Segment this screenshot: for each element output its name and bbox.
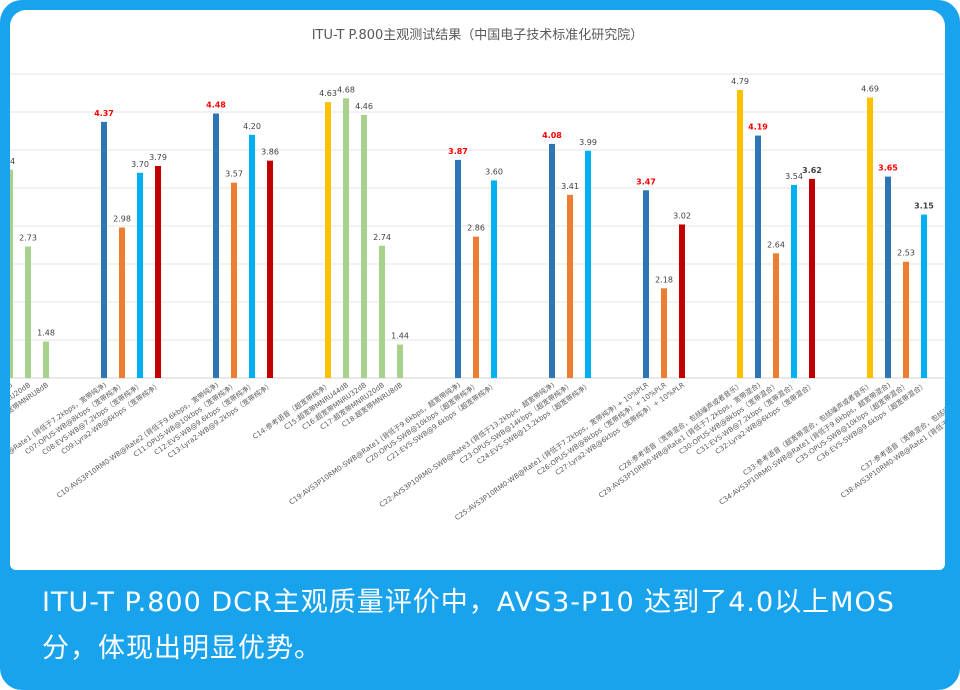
bar (679, 224, 685, 378)
bar (661, 288, 667, 378)
data-label: 4.19 (748, 123, 768, 132)
bar (119, 227, 125, 378)
bar (325, 102, 331, 379)
data-label: 3.02 (673, 211, 691, 220)
bar (379, 245, 385, 378)
data-label: 3.79 (149, 153, 167, 162)
bar (155, 165, 161, 378)
data-label: 4.20 (243, 122, 261, 131)
data-label: 3.70 (131, 160, 149, 169)
data-label: 3.15 (914, 202, 934, 211)
bar (231, 182, 237, 378)
bar (455, 159, 461, 378)
bar (773, 253, 779, 378)
bar (343, 98, 349, 378)
data-label: 2.74 (373, 233, 391, 242)
data-label: 2.73 (19, 234, 37, 243)
data-label: 4.69 (861, 85, 879, 94)
data-label: 1.44 (391, 332, 409, 341)
data-label: 3.60 (485, 167, 503, 176)
bar (867, 97, 873, 378)
bar (809, 178, 815, 378)
data-label: 2.53 (897, 249, 915, 258)
data-label: 4.46 (355, 102, 373, 111)
bar (361, 115, 367, 378)
tick-label: …B (10, 381, 14, 394)
data-label: 3.86 (261, 148, 279, 157)
bar (397, 344, 403, 378)
bar (267, 160, 273, 378)
bar (755, 135, 761, 378)
data-label: 2.64 (767, 240, 785, 249)
data-label: 3.41 (561, 182, 579, 191)
bar (885, 176, 891, 378)
bar (643, 190, 649, 378)
bar (213, 113, 219, 379)
caption-text: ITU-T P.800 DCR主观质量评价中，AVS3-P10 达到了4.0以上… (42, 587, 895, 664)
data-label: 3.62 (802, 166, 822, 175)
bar (737, 89, 743, 379)
data-label: 1.48 (37, 329, 55, 338)
bar (567, 194, 573, 378)
bar (249, 134, 255, 378)
data-label: 3.54 (785, 172, 803, 181)
bar (549, 143, 555, 378)
bar (585, 150, 591, 378)
data-label: 74 (10, 157, 15, 166)
bar (137, 172, 143, 378)
data-label: 3.57 (225, 170, 243, 179)
data-label: 3.87 (448, 147, 468, 156)
data-label: 3.65 (878, 164, 898, 173)
data-label: 4.48 (206, 101, 226, 110)
bar (791, 184, 797, 378)
chart-title: ITU-T P.800主观测试结果（中国电子技术标准化研究院） (311, 28, 644, 43)
bar (491, 180, 497, 378)
bar (473, 236, 479, 378)
data-label: 2.98 (113, 215, 131, 224)
bar (921, 214, 927, 378)
bar-chart: 74…B2.73…RU20dB1.48…宽带MNRU8dB4.37…B@Rate… (10, 73, 945, 522)
bar (903, 261, 909, 378)
data-label: 3.47 (636, 177, 656, 186)
bar (101, 121, 107, 378)
data-label: 4.37 (94, 109, 114, 118)
chart-panel: ITU-T P.800主观测试结果（中国电子技术标准化研究院） 74 …B 2.73… (10, 10, 945, 570)
data-label: 4.79 (731, 77, 749, 86)
bar (43, 341, 49, 378)
data-label: 3.99 (579, 138, 597, 147)
data-label: 4.08 (542, 131, 562, 140)
bar (25, 246, 31, 378)
data-label: 4.68 (337, 85, 355, 94)
data-label: 2.86 (467, 224, 485, 233)
data-label: 2.18 (655, 275, 673, 284)
data-label: 4.63 (319, 89, 337, 98)
bar (10, 169, 13, 378)
